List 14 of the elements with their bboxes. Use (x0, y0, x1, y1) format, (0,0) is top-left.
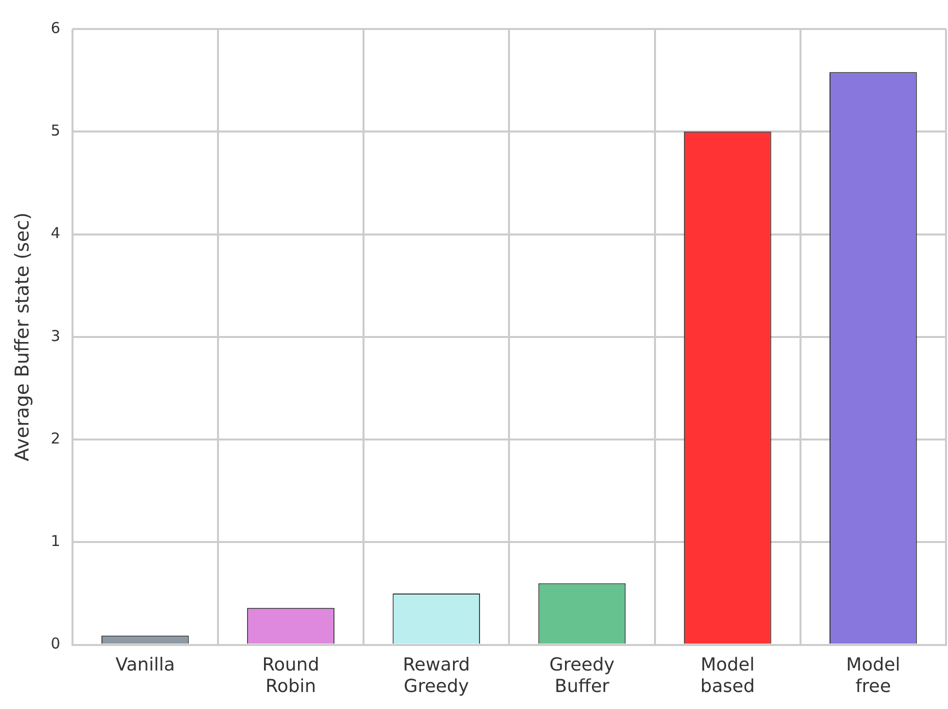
y-tick-label: 3 (50, 326, 60, 345)
y-tick-label: 5 (50, 122, 60, 140)
y-tick-label: 2 (50, 429, 60, 448)
y-tick-label: 6 (50, 18, 60, 37)
y-tick-label: 4 (50, 224, 60, 242)
x-tick-label: Greedy Buffer (549, 654, 615, 697)
x-tick-label: Vanilla (115, 654, 175, 676)
y-tick-label: 1 (50, 532, 60, 550)
x-tick-label: Reward Greedy (402, 654, 470, 697)
x-tick-label: Model based (700, 654, 755, 697)
y-axis-title: Average Buffer state (sec) (11, 212, 34, 462)
x-tick-label: Round Robin (262, 654, 320, 697)
x-tick-label: Model free (846, 654, 900, 697)
y-tick-label: 0 (50, 634, 60, 653)
